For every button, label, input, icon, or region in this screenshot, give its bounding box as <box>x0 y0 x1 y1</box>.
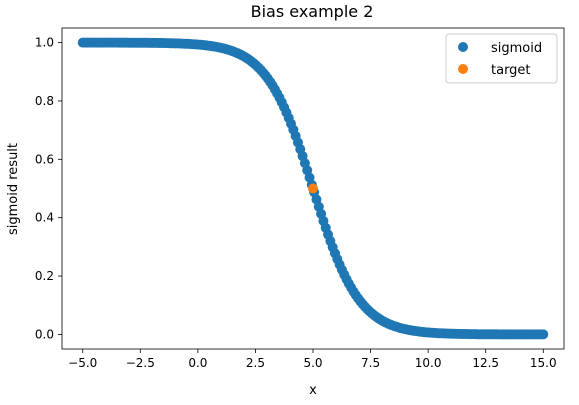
x-tick-label: 15.0 <box>530 356 557 370</box>
y-tick-label: 0.6 <box>35 152 54 166</box>
legend-marker-target <box>458 64 468 74</box>
sigmoid-point <box>538 329 549 340</box>
x-tick-label: 5.0 <box>303 356 322 370</box>
x-tick-label: 12.5 <box>472 356 499 370</box>
x-tick-label: 2.5 <box>246 356 265 370</box>
y-tick-label: 1.0 <box>35 36 54 50</box>
legend: sigmoid target <box>445 33 558 84</box>
legend-label-target: target <box>491 63 531 78</box>
y-axis: 0.0 0.2 0.4 0.6 0.8 1.0 <box>35 36 62 341</box>
x-tick-label: 0.0 <box>188 356 207 370</box>
x-tick-label: 7.5 <box>361 356 380 370</box>
x-tick-label: −5.0 <box>68 356 97 370</box>
y-tick-label: 0.8 <box>35 94 54 108</box>
x-tick-label: 10.0 <box>415 356 442 370</box>
chart-title: Bias example 2 <box>251 2 374 21</box>
x-tick-label: −2.5 <box>126 356 155 370</box>
y-tick-label: 0.0 <box>35 327 54 341</box>
x-axis-label: x <box>309 383 317 398</box>
legend-label-sigmoid: sigmoid <box>491 41 542 56</box>
x-axis: −5.0 −2.5 0.0 2.5 5.0 7.5 10.0 12.5 15.0 <box>68 349 557 370</box>
legend-marker-sigmoid <box>458 42 468 52</box>
plot-points <box>77 37 549 340</box>
y-tick-label: 0.4 <box>35 211 54 225</box>
target-point <box>308 183 318 194</box>
legend-box <box>445 33 558 84</box>
y-tick-label: 0.2 <box>35 269 54 283</box>
y-axis-label: sigmoid result <box>6 143 21 235</box>
